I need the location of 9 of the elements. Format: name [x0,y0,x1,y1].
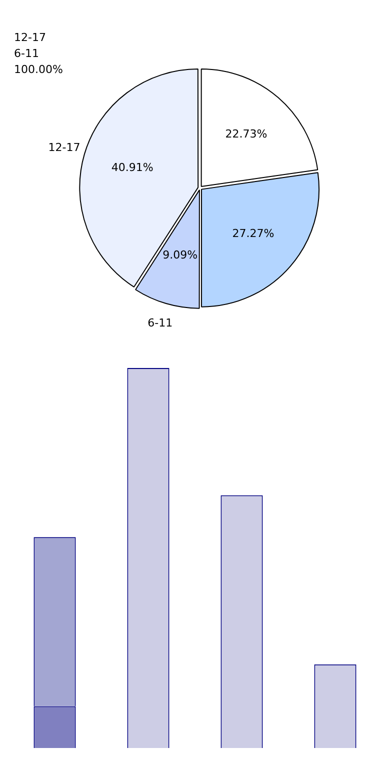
data-label: 40.91% [111,161,154,174]
text: 12-17 [14,30,46,44]
data-label: 27.27% [232,227,274,240]
data-label: 22.73% [225,128,268,141]
data-label: 9.09% [162,248,198,262]
text: 6-11 [14,46,39,60]
slice-label: 6-11 [148,316,173,330]
slice-label: 12-17 [48,141,80,154]
text: 100.00% [14,62,63,76]
